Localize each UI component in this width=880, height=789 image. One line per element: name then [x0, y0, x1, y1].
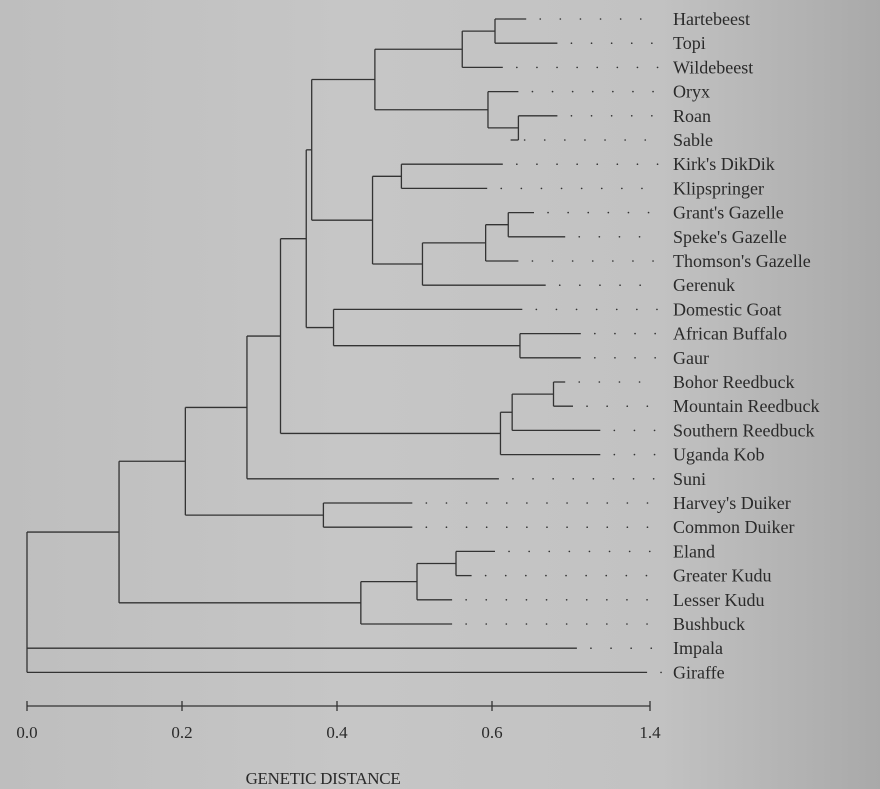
- leaf-label-grant-s-gazelle: Grant's Gazelle: [673, 203, 784, 223]
- leaf-label-domestic-goat: Domestic Goat: [673, 299, 781, 319]
- leaf-label-thomson-s-gazelle: Thomson's Gazelle: [673, 251, 811, 271]
- leaf-label-roan: Roan: [673, 106, 711, 126]
- leaf-label-hartebeest: Hartebeest: [673, 9, 750, 29]
- axis-tick-label: 0.0: [16, 723, 37, 742]
- leaf-label-eland: Eland: [673, 541, 715, 561]
- leaf-label-gaur: Gaur: [673, 348, 709, 368]
- leaf-label-common-duiker: Common Duiker: [673, 517, 795, 537]
- axis-tick-label: 0.6: [481, 723, 502, 742]
- leaf-label-speke-s-gazelle: Speke's Gazelle: [673, 227, 787, 247]
- axis-ticks: 0.0 0.2 0.4 0.6 1.4: [16, 701, 661, 742]
- leaf-label-greater-kudu: Greater Kudu: [673, 566, 771, 586]
- leaf-label-southern-reedbuck: Southern Reedbuck: [673, 420, 814, 440]
- leaf-labels: Hartebeest Topi Wildebeest Oryx Roan Sable Kir…: [673, 9, 819, 682]
- axis-title: GENETIC DISTANCE: [246, 769, 401, 788]
- leaf-label-wildebeest: Wildebeest: [673, 57, 753, 77]
- leaf-label-klipspringer: Klipspringer: [673, 178, 764, 198]
- leaf-label-bushbuck: Bushbuck: [673, 614, 745, 634]
- leaf-label-gerenuk: Gerenuk: [673, 275, 735, 295]
- tree-branches: [26, 18, 662, 674]
- leaf-label-bohor-reedbuck: Bohor Reedbuck: [673, 372, 794, 392]
- axis-tick-label: 0.2: [171, 723, 192, 742]
- leaf-label-impala: Impala: [673, 638, 723, 658]
- leaf-label-mountain-reedbuck: Mountain Reedbuck: [673, 396, 819, 416]
- leaf-label-giraffe: Giraffe: [673, 662, 725, 682]
- leaf-label-kirk-s-dikdik: Kirk's DikDik: [673, 154, 775, 174]
- distance-axis: 0.0 0.2 0.4 0.6 1.4 GENETIC DISTANCE: [16, 701, 661, 788]
- axis-tick-label: 1.4: [639, 723, 661, 742]
- axis-tick-label: 0.4: [326, 723, 348, 742]
- leaf-label-topi: Topi: [673, 33, 706, 53]
- leaf-label-sable: Sable: [673, 130, 713, 150]
- leaf-label-uganda-kob: Uganda Kob: [673, 445, 764, 465]
- leaf-label-african-buffalo: African Buffalo: [673, 324, 787, 344]
- leaf-label-suni: Suni: [673, 469, 706, 489]
- leaf-label-oryx: Oryx: [673, 82, 710, 102]
- leaf-label-lesser-kudu: Lesser Kudu: [673, 590, 764, 610]
- leaf-label-harvey-s-duiker: Harvey's Duiker: [673, 493, 791, 513]
